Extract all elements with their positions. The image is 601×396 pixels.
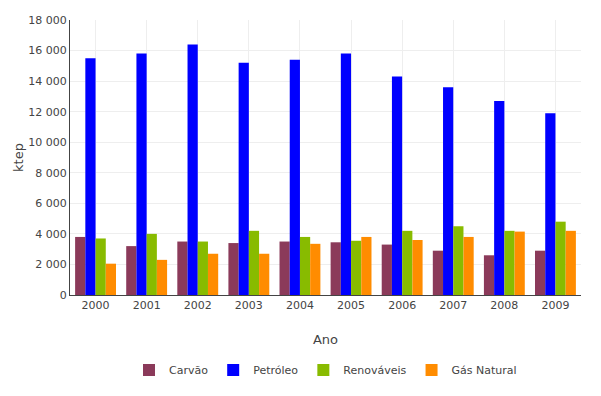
svg-text:14 000: 14 000: [28, 75, 67, 88]
svg-text:2003: 2003: [235, 299, 263, 312]
svg-text:Petróleo: Petróleo: [253, 364, 298, 377]
svg-text:2 000: 2 000: [35, 258, 67, 271]
svg-text:8 000: 8 000: [35, 167, 67, 180]
svg-text:Ano: Ano: [313, 332, 338, 347]
svg-text:Carvão: Carvão: [169, 364, 208, 377]
svg-text:2006: 2006: [388, 299, 416, 312]
svg-text:2004: 2004: [286, 299, 314, 312]
svg-text:2005: 2005: [337, 299, 365, 312]
svg-text:12 000: 12 000: [28, 106, 67, 119]
svg-text:2001: 2001: [133, 299, 161, 312]
svg-text:2008: 2008: [490, 299, 518, 312]
svg-text:2007: 2007: [439, 299, 467, 312]
svg-text:Renováveis: Renováveis: [343, 364, 406, 377]
svg-text:Gás Natural: Gás Natural: [452, 364, 517, 377]
svg-text:2009: 2009: [541, 299, 569, 312]
svg-text:6 000: 6 000: [35, 197, 67, 210]
svg-text:16 000: 16 000: [28, 44, 67, 57]
svg-text:4 000: 4 000: [35, 228, 67, 241]
svg-text:ktep: ktep: [11, 143, 26, 172]
svg-text:10 000: 10 000: [28, 136, 67, 149]
svg-text:18 000: 18 000: [28, 14, 67, 27]
svg-text:2002: 2002: [184, 299, 212, 312]
svg-text:0: 0: [60, 289, 67, 302]
svg-text:2000: 2000: [82, 299, 110, 312]
